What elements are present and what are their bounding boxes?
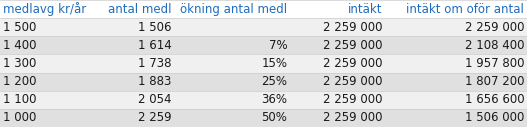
Text: 7%: 7%	[269, 39, 287, 52]
FancyBboxPatch shape	[0, 36, 527, 54]
FancyBboxPatch shape	[0, 109, 527, 127]
Text: 1 300: 1 300	[3, 57, 36, 70]
Text: intäkt om oför antal: intäkt om oför antal	[406, 3, 524, 16]
Text: 15%: 15%	[261, 57, 287, 70]
Text: 2 259 000: 2 259 000	[323, 75, 382, 88]
Text: 1 656 600: 1 656 600	[465, 93, 524, 106]
FancyBboxPatch shape	[0, 18, 527, 36]
Text: 2 259 000: 2 259 000	[323, 21, 382, 34]
Text: 50%: 50%	[261, 111, 287, 124]
Text: 1 807 200: 1 807 200	[465, 75, 524, 88]
Text: 1 883: 1 883	[138, 75, 171, 88]
Text: ökning antal medl: ökning antal medl	[180, 3, 287, 16]
Text: 2 259: 2 259	[138, 111, 171, 124]
FancyBboxPatch shape	[0, 91, 527, 109]
Text: 36%: 36%	[261, 93, 287, 106]
Text: antal medl: antal medl	[108, 3, 171, 16]
Text: 1 500: 1 500	[3, 21, 36, 34]
Text: 1 506: 1 506	[138, 21, 171, 34]
Text: 2 259 000: 2 259 000	[323, 111, 382, 124]
Text: 1 000: 1 000	[3, 111, 36, 124]
Text: 1 614: 1 614	[138, 39, 171, 52]
Text: 2 108 400: 2 108 400	[465, 39, 524, 52]
Text: intäkt: intäkt	[348, 3, 382, 16]
FancyBboxPatch shape	[0, 54, 527, 73]
Text: 25%: 25%	[261, 75, 287, 88]
Text: 1 957 800: 1 957 800	[465, 57, 524, 70]
Text: 1 738: 1 738	[138, 57, 171, 70]
Text: 2 259 000: 2 259 000	[323, 57, 382, 70]
Text: 2 054: 2 054	[138, 93, 171, 106]
Text: 2 259 000: 2 259 000	[465, 21, 524, 34]
Text: 2 259 000: 2 259 000	[323, 93, 382, 106]
Text: 1 506 000: 1 506 000	[465, 111, 524, 124]
Text: medlavg kr/år: medlavg kr/år	[3, 2, 86, 16]
Text: 1 100: 1 100	[3, 93, 36, 106]
Text: 2 259 000: 2 259 000	[323, 39, 382, 52]
Text: 1 400: 1 400	[3, 39, 36, 52]
FancyBboxPatch shape	[0, 73, 527, 91]
Text: 1 200: 1 200	[3, 75, 36, 88]
